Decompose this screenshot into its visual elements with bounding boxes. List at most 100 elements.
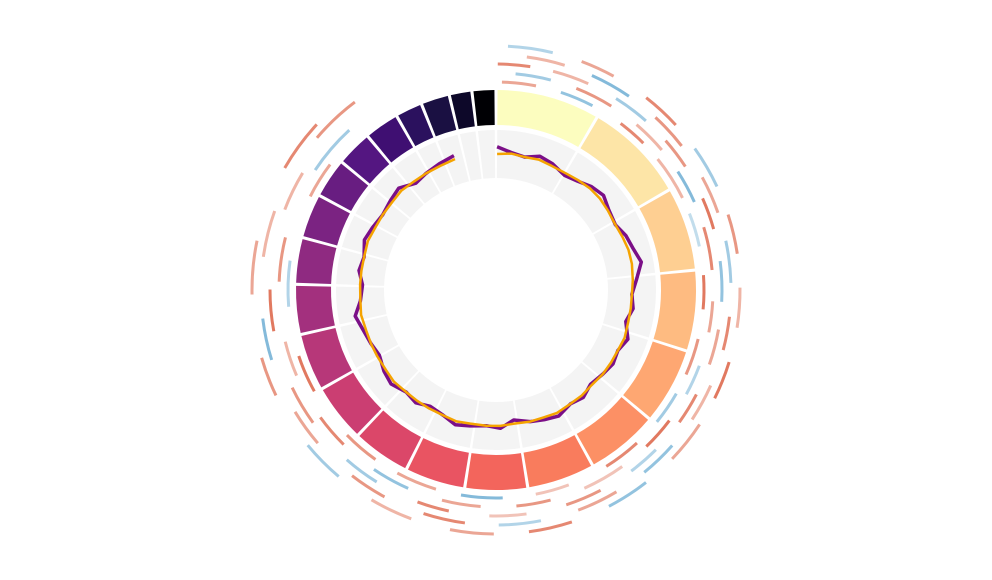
heatmap-cell [615,97,647,122]
heatmap-cell [515,72,552,82]
heatmap-cell [656,158,684,199]
heatmap-cell [701,197,716,230]
heatmap-cell [735,287,742,328]
heatmap-cell [293,411,319,445]
heatmap-cell [583,465,624,490]
heatmap-cell [676,170,696,203]
heatmap-cell [290,387,315,424]
ideogram-segment [359,410,422,469]
heatmap-cell [700,176,720,214]
heatmap-cell [535,483,570,496]
heatmap-cell [507,44,554,55]
ideogram-segment [320,163,369,212]
heatmap-cell [688,213,701,247]
heatmap-cell [308,163,332,198]
heatmap-cell [685,365,701,395]
ideogram-segment [473,90,495,127]
heatmap-cell [645,96,677,127]
track-background [459,131,482,181]
heatmap-cell [565,489,602,507]
heatmap-cell [664,139,687,168]
heatmap-cell [707,329,720,366]
ideogram-segment [322,372,382,434]
heatmap-cell [261,318,274,361]
heatmap-cell [516,498,551,508]
ideogram-segment [423,95,457,137]
heatmap-cell [283,172,304,211]
heatmap-cell [724,240,733,283]
track-background [602,275,656,338]
track-background [496,130,576,193]
heatmap-cell [501,80,537,88]
heatmap-cell [713,361,731,399]
heatmap-cell [630,448,657,473]
heatmap-cell [250,240,259,295]
ideogram-segment [653,271,696,350]
ideogram-segment [497,90,596,147]
heatmap-cell [635,123,663,151]
heatmap-cell [416,500,450,513]
heatmap-cell [283,341,298,377]
heatmap-cell [655,392,678,423]
heatmap-cell [690,384,713,421]
heatmap-cell [345,458,378,484]
heatmap-cell [261,210,277,258]
heatmap-cell [702,226,714,271]
heatmap-cell [654,116,683,147]
track-background [477,130,496,179]
heatmap-cell [297,355,316,393]
heatmap-cell [313,129,351,171]
heatmap-cell [498,519,542,527]
ideogram-segment [407,438,469,488]
heatmap-cell [701,275,706,310]
heatmap-cell [370,498,412,521]
heatmap-cell [718,260,724,302]
line-series [358,152,635,428]
ideogram-segment [398,104,434,147]
ideogram-segment [466,453,527,490]
heatmap-cell [707,301,715,333]
heatmap-cell [552,69,589,86]
heatmap-cell [684,338,700,376]
heatmap-cell [560,90,594,108]
ideogram-segment [303,197,350,246]
track-background [394,151,440,204]
heatmap-cell [423,512,466,525]
ideogram-segment [369,117,414,163]
heatmap-cell [460,493,503,500]
heatmap-cell [441,498,481,508]
heatmap-cell [726,214,739,254]
heatmap-cell [315,100,356,139]
ideogram-segment [523,435,592,488]
heatmap-cell [721,316,731,351]
ideogram-segment [343,137,390,184]
heatmap-cell [678,393,698,424]
heatmap-cell [591,74,630,98]
heatmap-cell [277,237,287,282]
heatmap-cell [345,434,377,461]
heatmap-cell [575,87,613,108]
heatmap-cell [577,490,618,512]
heatmap-cell [581,60,615,78]
heatmap-cell [283,123,318,169]
heatmap-cell [608,481,647,508]
heatmap-cell [528,520,573,534]
heatmap-cell [605,441,638,468]
ideogram-segment [301,327,352,388]
heatmap-cell [306,444,340,478]
heatmap-cell [619,122,645,145]
heatmap-cell [489,512,527,518]
heatmap-cell [260,357,278,397]
ideogram-segment [296,239,337,284]
heatmap-cell [449,528,494,536]
ideogram-segment [580,118,669,207]
heatmap-cell [373,468,409,490]
heatmap-cell [643,444,674,474]
ideogram-segment [576,397,649,465]
ideogram-segment [623,341,687,418]
ideogram-segment [296,285,335,333]
heatmap-cell [645,419,671,448]
heatmap-cell [268,289,276,332]
ideogram-segment [639,191,695,273]
